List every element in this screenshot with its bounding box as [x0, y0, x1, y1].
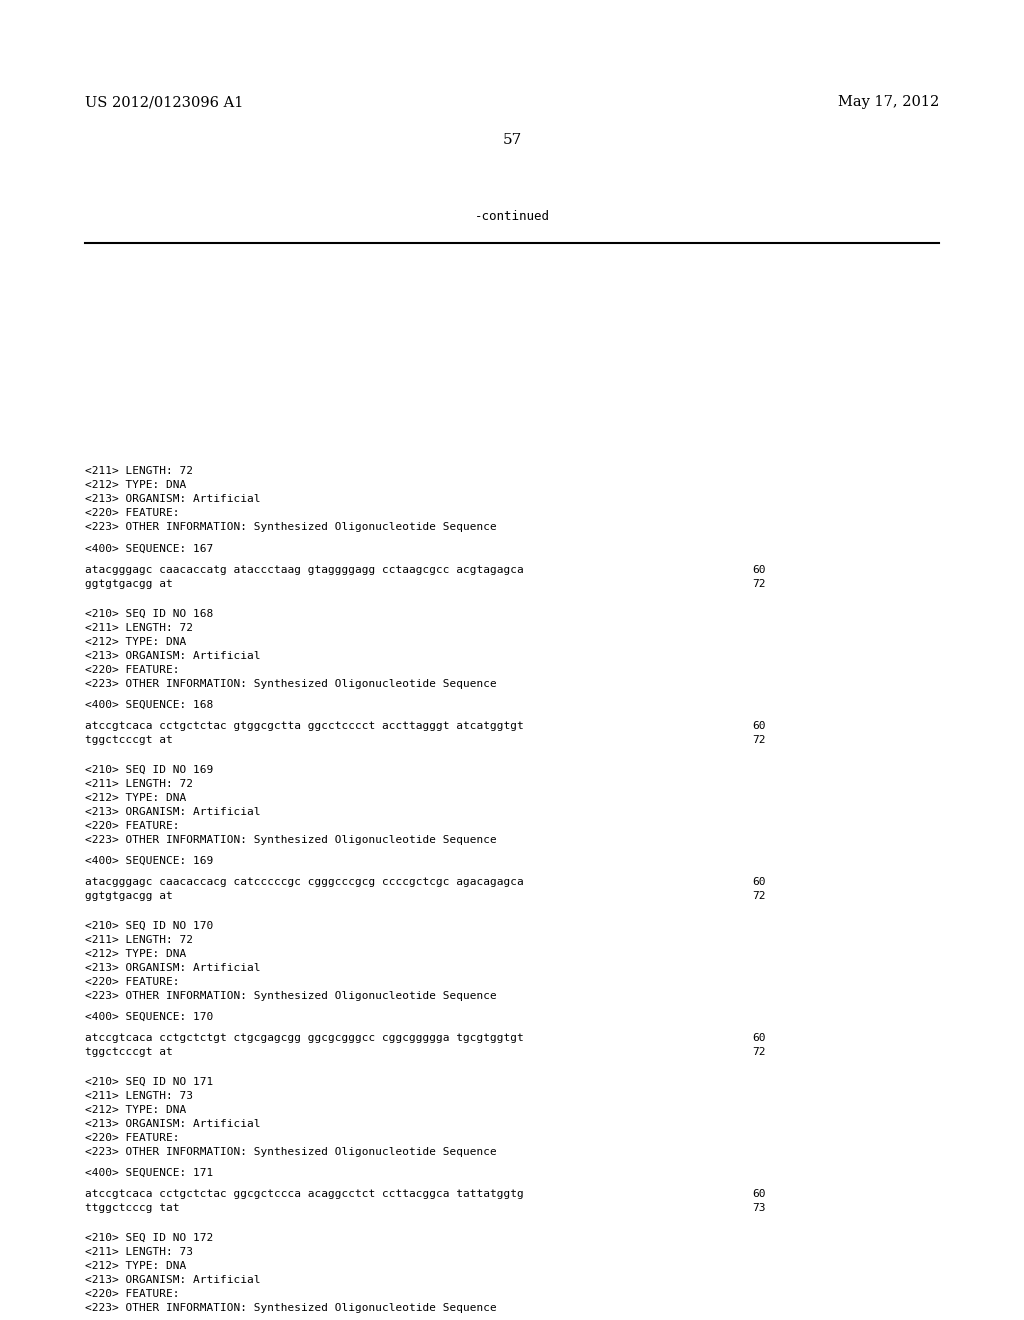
Text: <400> SEQUENCE: 168: <400> SEQUENCE: 168 [85, 700, 213, 710]
Text: <223> OTHER INFORMATION: Synthesized Oligonucleotide Sequence: <223> OTHER INFORMATION: Synthesized Oli… [85, 1303, 497, 1313]
Text: 72: 72 [753, 579, 766, 589]
Text: 60: 60 [753, 721, 766, 731]
Text: 60: 60 [753, 1034, 766, 1043]
Text: <213> ORGANISM: Artificial: <213> ORGANISM: Artificial [85, 807, 260, 817]
Text: 60: 60 [753, 565, 766, 576]
Text: <223> OTHER INFORMATION: Synthesized Oligonucleotide Sequence: <223> OTHER INFORMATION: Synthesized Oli… [85, 678, 497, 689]
Text: May 17, 2012: May 17, 2012 [838, 95, 939, 110]
Text: <223> OTHER INFORMATION: Synthesized Oligonucleotide Sequence: <223> OTHER INFORMATION: Synthesized Oli… [85, 1147, 497, 1158]
Text: <223> OTHER INFORMATION: Synthesized Oligonucleotide Sequence: <223> OTHER INFORMATION: Synthesized Oli… [85, 836, 497, 845]
Text: -continued: -continued [474, 210, 550, 223]
Text: atacgggagc caacaccatg ataccctaag gtaggggagg cctaagcgcc acgtagagca: atacgggagc caacaccatg ataccctaag gtagggg… [85, 565, 523, 576]
Text: <210> SEQ ID NO 171: <210> SEQ ID NO 171 [85, 1077, 213, 1086]
Text: 72: 72 [753, 891, 766, 902]
Text: <211> LENGTH: 73: <211> LENGTH: 73 [85, 1247, 193, 1257]
Text: <212> TYPE: DNA: <212> TYPE: DNA [85, 638, 186, 647]
Text: <223> OTHER INFORMATION: Synthesized Oligonucleotide Sequence: <223> OTHER INFORMATION: Synthesized Oli… [85, 991, 497, 1001]
Text: <220> FEATURE:: <220> FEATURE: [85, 1290, 179, 1299]
Text: <220> FEATURE:: <220> FEATURE: [85, 665, 179, 675]
Text: atccgtcaca cctgctctac gtggcgctta ggcctcccct accttagggt atcatggtgt: atccgtcaca cctgctctac gtggcgctta ggcctcc… [85, 721, 523, 731]
Text: tggctcccgt at: tggctcccgt at [85, 1047, 173, 1057]
Text: <212> TYPE: DNA: <212> TYPE: DNA [85, 1105, 186, 1115]
Text: <211> LENGTH: 72: <211> LENGTH: 72 [85, 935, 193, 945]
Text: <211> LENGTH: 72: <211> LENGTH: 72 [85, 623, 193, 634]
Text: <223> OTHER INFORMATION: Synthesized Oligonucleotide Sequence: <223> OTHER INFORMATION: Synthesized Oli… [85, 521, 497, 532]
Text: <212> TYPE: DNA: <212> TYPE: DNA [85, 793, 186, 803]
Text: <210> SEQ ID NO 168: <210> SEQ ID NO 168 [85, 609, 213, 619]
Text: 72: 72 [753, 1047, 766, 1057]
Text: ggtgtgacgg at: ggtgtgacgg at [85, 579, 173, 589]
Text: <211> LENGTH: 72: <211> LENGTH: 72 [85, 779, 193, 789]
Text: <400> SEQUENCE: 171: <400> SEQUENCE: 171 [85, 1168, 213, 1177]
Text: 60: 60 [753, 876, 766, 887]
Text: atacgggagc caacaccacg catcccccgc cgggcccgcg ccccgctcgc agacagagca: atacgggagc caacaccacg catcccccgc cgggccc… [85, 876, 523, 887]
Text: <400> SEQUENCE: 170: <400> SEQUENCE: 170 [85, 1012, 213, 1022]
Text: <213> ORGANISM: Artificial: <213> ORGANISM: Artificial [85, 1275, 260, 1284]
Text: <212> TYPE: DNA: <212> TYPE: DNA [85, 1261, 186, 1271]
Text: <213> ORGANISM: Artificial: <213> ORGANISM: Artificial [85, 494, 260, 504]
Text: <212> TYPE: DNA: <212> TYPE: DNA [85, 949, 186, 960]
Text: tggctcccgt at: tggctcccgt at [85, 735, 173, 744]
Text: 73: 73 [753, 1203, 766, 1213]
Text: 72: 72 [753, 735, 766, 744]
Text: <213> ORGANISM: Artificial: <213> ORGANISM: Artificial [85, 1119, 260, 1129]
Text: <220> FEATURE:: <220> FEATURE: [85, 977, 179, 987]
Text: 57: 57 [503, 133, 521, 147]
Text: <213> ORGANISM: Artificial: <213> ORGANISM: Artificial [85, 964, 260, 973]
Text: <220> FEATURE:: <220> FEATURE: [85, 508, 179, 517]
Text: <220> FEATURE:: <220> FEATURE: [85, 821, 179, 832]
Text: <400> SEQUENCE: 169: <400> SEQUENCE: 169 [85, 855, 213, 866]
Text: US 2012/0123096 A1: US 2012/0123096 A1 [85, 95, 244, 110]
Text: ttggctcccg tat: ttggctcccg tat [85, 1203, 179, 1213]
Text: <211> LENGTH: 73: <211> LENGTH: 73 [85, 1092, 193, 1101]
Text: <212> TYPE: DNA: <212> TYPE: DNA [85, 480, 186, 490]
Text: <211> LENGTH: 72: <211> LENGTH: 72 [85, 466, 193, 477]
Text: <210> SEQ ID NO 172: <210> SEQ ID NO 172 [85, 1233, 213, 1243]
Text: <213> ORGANISM: Artificial: <213> ORGANISM: Artificial [85, 651, 260, 661]
Text: <210> SEQ ID NO 169: <210> SEQ ID NO 169 [85, 766, 213, 775]
Text: <400> SEQUENCE: 167: <400> SEQUENCE: 167 [85, 544, 213, 554]
Text: atccgtcaca cctgctctac ggcgctccca acaggcctct ccttacggca tattatggtg: atccgtcaca cctgctctac ggcgctccca acaggcc… [85, 1189, 523, 1199]
Text: 60: 60 [753, 1189, 766, 1199]
Text: atccgtcaca cctgctctgt ctgcgagcgg ggcgcgggcc cggcggggga tgcgtggtgt: atccgtcaca cctgctctgt ctgcgagcgg ggcgcgg… [85, 1034, 523, 1043]
Text: <210> SEQ ID NO 170: <210> SEQ ID NO 170 [85, 921, 213, 931]
Text: ggtgtgacgg at: ggtgtgacgg at [85, 891, 173, 902]
Text: <220> FEATURE:: <220> FEATURE: [85, 1133, 179, 1143]
